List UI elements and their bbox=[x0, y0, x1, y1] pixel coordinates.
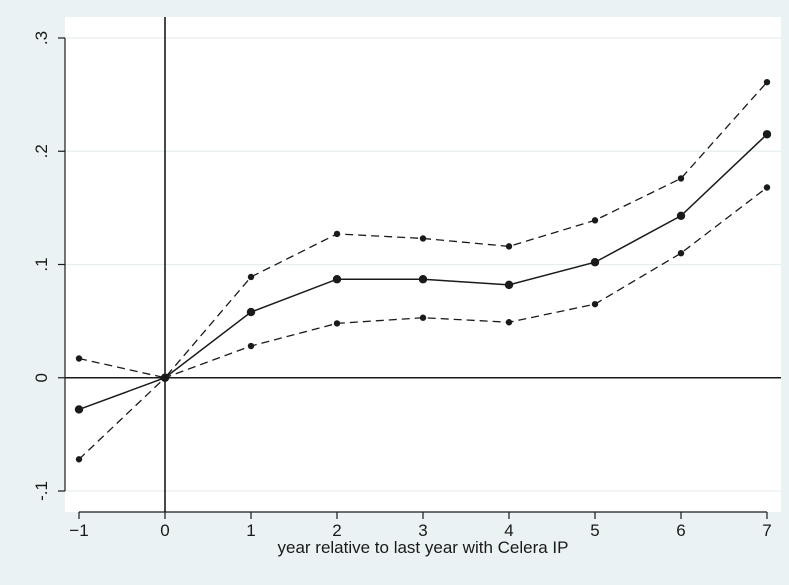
ci-point bbox=[505, 243, 513, 250]
dashed-series-line-2 bbox=[78, 186, 768, 460]
x-tick-label: 2 bbox=[332, 521, 341, 540]
y-tick-label: -.1 bbox=[32, 481, 51, 501]
ci-point bbox=[247, 342, 255, 350]
ci-point bbox=[763, 184, 771, 191]
ci-point bbox=[763, 78, 771, 86]
x-axis-label: year relative to last year with Celera I… bbox=[277, 538, 568, 557]
estimate-point bbox=[504, 280, 514, 290]
y-tick-label: .2 bbox=[32, 144, 51, 158]
dashed-series-line-1 bbox=[78, 81, 768, 379]
x-tick-label: 3 bbox=[418, 521, 427, 540]
axes: -.1 0 .1 .2 .3 −1 0 1 2 3 4 5 6 7 bbox=[32, 31, 772, 540]
estimate-point bbox=[74, 405, 84, 414]
ci-point bbox=[419, 235, 427, 242]
x-tick-label: −1 bbox=[69, 521, 88, 540]
estimate-point bbox=[246, 307, 256, 317]
axis-labels: year relative to last year with Celera I… bbox=[277, 538, 568, 557]
y-tick-label: 0 bbox=[32, 373, 51, 382]
reference-lines bbox=[65, 17, 781, 512]
y-tick-label: .3 bbox=[32, 31, 51, 45]
estimate-point bbox=[590, 258, 600, 267]
x-tick-label: 4 bbox=[504, 521, 513, 540]
x-tick-label: 0 bbox=[160, 521, 169, 540]
estimate-point bbox=[332, 275, 342, 284]
series-group bbox=[74, 78, 772, 463]
ci-point bbox=[333, 320, 341, 327]
ci-point bbox=[161, 374, 169, 381]
ci-point bbox=[75, 456, 83, 463]
estimate-point bbox=[676, 211, 686, 221]
ci-point bbox=[591, 300, 599, 308]
y-tick-label: .1 bbox=[32, 257, 51, 271]
x-tick-label: 1 bbox=[246, 521, 255, 540]
ci-point bbox=[677, 175, 685, 182]
ci-point bbox=[333, 230, 341, 238]
ci-point bbox=[505, 319, 513, 326]
x-tick-label: 7 bbox=[762, 521, 771, 540]
ci-point bbox=[419, 314, 427, 321]
ci-point bbox=[247, 273, 255, 281]
x-tick-label: 6 bbox=[676, 521, 685, 540]
ci-point bbox=[677, 249, 685, 257]
estimate-point bbox=[762, 130, 772, 139]
x-tick-label: 5 bbox=[590, 521, 599, 540]
ci-point bbox=[591, 217, 599, 224]
ci-point bbox=[75, 355, 83, 362]
estimate-point bbox=[418, 275, 428, 284]
